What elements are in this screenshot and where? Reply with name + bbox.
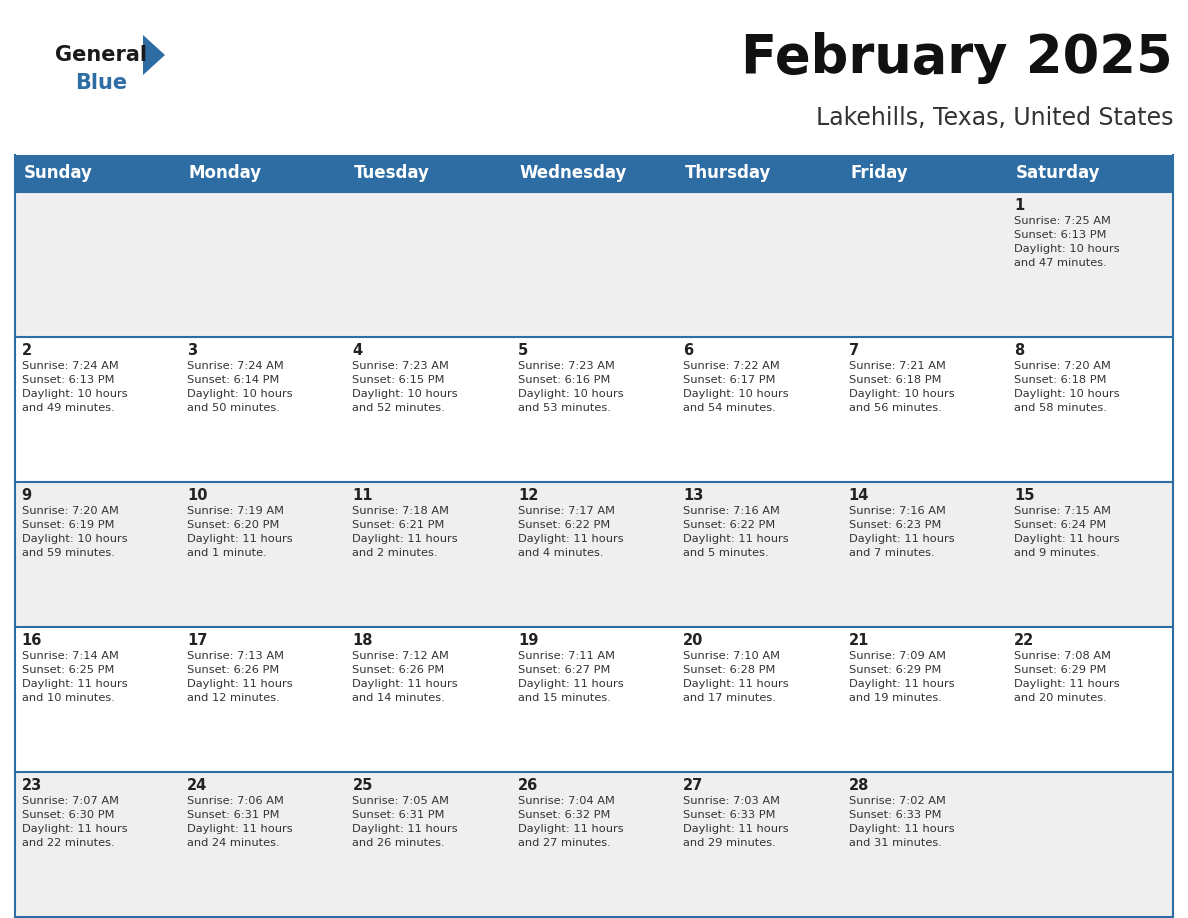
Text: Sunrise: 7:23 AM
Sunset: 6:16 PM
Daylight: 10 hours
and 53 minutes.: Sunrise: 7:23 AM Sunset: 6:16 PM Dayligh… (518, 361, 624, 413)
Bar (346, 155, 511, 192)
Bar (15, 155, 181, 192)
Polygon shape (143, 35, 165, 75)
Text: Sunrise: 7:12 AM
Sunset: 6:26 PM
Daylight: 11 hours
and 14 minutes.: Sunrise: 7:12 AM Sunset: 6:26 PM Dayligh… (353, 651, 459, 703)
Text: 16: 16 (21, 633, 42, 648)
Text: Lakehills, Texas, United States: Lakehills, Texas, United States (815, 106, 1173, 130)
Text: Sunrise: 7:05 AM
Sunset: 6:31 PM
Daylight: 11 hours
and 26 minutes.: Sunrise: 7:05 AM Sunset: 6:31 PM Dayligh… (353, 796, 459, 848)
Text: Sunday: Sunday (24, 164, 93, 183)
Text: Sunrise: 7:02 AM
Sunset: 6:33 PM
Daylight: 11 hours
and 31 minutes.: Sunrise: 7:02 AM Sunset: 6:33 PM Dayligh… (848, 796, 954, 848)
Text: 25: 25 (353, 778, 373, 793)
Text: Sunrise: 7:24 AM
Sunset: 6:13 PM
Daylight: 10 hours
and 49 minutes.: Sunrise: 7:24 AM Sunset: 6:13 PM Dayligh… (21, 361, 127, 413)
Text: Sunrise: 7:08 AM
Sunset: 6:29 PM
Daylight: 11 hours
and 20 minutes.: Sunrise: 7:08 AM Sunset: 6:29 PM Dayligh… (1015, 651, 1120, 703)
Bar (15, 627, 1173, 772)
Text: Sunrise: 7:09 AM
Sunset: 6:29 PM
Daylight: 11 hours
and 19 minutes.: Sunrise: 7:09 AM Sunset: 6:29 PM Dayligh… (848, 651, 954, 703)
Text: Sunrise: 7:06 AM
Sunset: 6:31 PM
Daylight: 11 hours
and 24 minutes.: Sunrise: 7:06 AM Sunset: 6:31 PM Dayligh… (187, 796, 292, 848)
Text: February 2025: February 2025 (741, 32, 1173, 84)
Text: Sunrise: 7:21 AM
Sunset: 6:18 PM
Daylight: 10 hours
and 56 minutes.: Sunrise: 7:21 AM Sunset: 6:18 PM Dayligh… (848, 361, 954, 413)
Text: 27: 27 (683, 778, 703, 793)
Text: 26: 26 (518, 778, 538, 793)
Text: Sunrise: 7:16 AM
Sunset: 6:22 PM
Daylight: 11 hours
and 5 minutes.: Sunrise: 7:16 AM Sunset: 6:22 PM Dayligh… (683, 506, 789, 558)
Text: Thursday: Thursday (685, 164, 771, 183)
Text: Saturday: Saturday (1016, 164, 1100, 183)
Text: 14: 14 (848, 488, 870, 503)
Text: 8: 8 (1015, 343, 1024, 358)
Bar (15, 192, 1173, 337)
Text: Sunrise: 7:11 AM
Sunset: 6:27 PM
Daylight: 11 hours
and 15 minutes.: Sunrise: 7:11 AM Sunset: 6:27 PM Dayligh… (518, 651, 624, 703)
Text: 12: 12 (518, 488, 538, 503)
Text: Sunrise: 7:20 AM
Sunset: 6:18 PM
Daylight: 10 hours
and 58 minutes.: Sunrise: 7:20 AM Sunset: 6:18 PM Dayligh… (1015, 361, 1120, 413)
Bar (842, 155, 1007, 192)
Text: Sunrise: 7:03 AM
Sunset: 6:33 PM
Daylight: 11 hours
and 29 minutes.: Sunrise: 7:03 AM Sunset: 6:33 PM Dayligh… (683, 796, 789, 848)
Text: Monday: Monday (189, 164, 261, 183)
Bar (511, 155, 677, 192)
Text: 21: 21 (848, 633, 870, 648)
Text: 17: 17 (187, 633, 208, 648)
Text: Sunrise: 7:24 AM
Sunset: 6:14 PM
Daylight: 10 hours
and 50 minutes.: Sunrise: 7:24 AM Sunset: 6:14 PM Dayligh… (187, 361, 292, 413)
Text: General: General (55, 45, 147, 65)
Text: 15: 15 (1015, 488, 1035, 503)
Text: 22: 22 (1015, 633, 1035, 648)
Text: Sunrise: 7:10 AM
Sunset: 6:28 PM
Daylight: 11 hours
and 17 minutes.: Sunrise: 7:10 AM Sunset: 6:28 PM Dayligh… (683, 651, 789, 703)
Text: Sunrise: 7:25 AM
Sunset: 6:13 PM
Daylight: 10 hours
and 47 minutes.: Sunrise: 7:25 AM Sunset: 6:13 PM Dayligh… (1015, 216, 1120, 268)
Text: 28: 28 (848, 778, 870, 793)
Text: Tuesday: Tuesday (354, 164, 430, 183)
Text: Sunrise: 7:23 AM
Sunset: 6:15 PM
Daylight: 10 hours
and 52 minutes.: Sunrise: 7:23 AM Sunset: 6:15 PM Dayligh… (353, 361, 459, 413)
Text: Sunrise: 7:16 AM
Sunset: 6:23 PM
Daylight: 11 hours
and 7 minutes.: Sunrise: 7:16 AM Sunset: 6:23 PM Dayligh… (848, 506, 954, 558)
Text: Sunrise: 7:22 AM
Sunset: 6:17 PM
Daylight: 10 hours
and 54 minutes.: Sunrise: 7:22 AM Sunset: 6:17 PM Dayligh… (683, 361, 789, 413)
Text: Sunrise: 7:17 AM
Sunset: 6:22 PM
Daylight: 11 hours
and 4 minutes.: Sunrise: 7:17 AM Sunset: 6:22 PM Dayligh… (518, 506, 624, 558)
Text: Sunrise: 7:18 AM
Sunset: 6:21 PM
Daylight: 11 hours
and 2 minutes.: Sunrise: 7:18 AM Sunset: 6:21 PM Dayligh… (353, 506, 459, 558)
Text: 4: 4 (353, 343, 362, 358)
Text: 20: 20 (683, 633, 703, 648)
Text: Sunrise: 7:20 AM
Sunset: 6:19 PM
Daylight: 10 hours
and 59 minutes.: Sunrise: 7:20 AM Sunset: 6:19 PM Dayligh… (21, 506, 127, 558)
Text: 24: 24 (187, 778, 207, 793)
Text: Sunrise: 7:15 AM
Sunset: 6:24 PM
Daylight: 11 hours
and 9 minutes.: Sunrise: 7:15 AM Sunset: 6:24 PM Dayligh… (1015, 506, 1120, 558)
Text: Sunrise: 7:14 AM
Sunset: 6:25 PM
Daylight: 11 hours
and 10 minutes.: Sunrise: 7:14 AM Sunset: 6:25 PM Dayligh… (21, 651, 127, 703)
Text: 23: 23 (21, 778, 42, 793)
Bar (15, 337, 1173, 482)
Text: Sunrise: 7:13 AM
Sunset: 6:26 PM
Daylight: 11 hours
and 12 minutes.: Sunrise: 7:13 AM Sunset: 6:26 PM Dayligh… (187, 651, 292, 703)
Text: 19: 19 (518, 633, 538, 648)
Bar (15, 772, 1173, 917)
Text: 1: 1 (1015, 198, 1024, 213)
Text: 11: 11 (353, 488, 373, 503)
Bar (1007, 155, 1173, 192)
Text: 9: 9 (21, 488, 32, 503)
Text: 18: 18 (353, 633, 373, 648)
Text: 10: 10 (187, 488, 208, 503)
Text: Blue: Blue (75, 73, 127, 93)
Bar (181, 155, 346, 192)
Text: Wednesday: Wednesday (519, 164, 627, 183)
Text: Sunrise: 7:04 AM
Sunset: 6:32 PM
Daylight: 11 hours
and 27 minutes.: Sunrise: 7:04 AM Sunset: 6:32 PM Dayligh… (518, 796, 624, 848)
Text: 5: 5 (518, 343, 529, 358)
Text: Sunrise: 7:19 AM
Sunset: 6:20 PM
Daylight: 11 hours
and 1 minute.: Sunrise: 7:19 AM Sunset: 6:20 PM Dayligh… (187, 506, 292, 558)
Text: Sunrise: 7:07 AM
Sunset: 6:30 PM
Daylight: 11 hours
and 22 minutes.: Sunrise: 7:07 AM Sunset: 6:30 PM Dayligh… (21, 796, 127, 848)
Text: 7: 7 (848, 343, 859, 358)
Text: 6: 6 (683, 343, 694, 358)
Text: 13: 13 (683, 488, 703, 503)
Text: Friday: Friday (851, 164, 908, 183)
Text: 2: 2 (21, 343, 32, 358)
Bar (677, 155, 842, 192)
Text: 3: 3 (187, 343, 197, 358)
Bar (15, 482, 1173, 627)
